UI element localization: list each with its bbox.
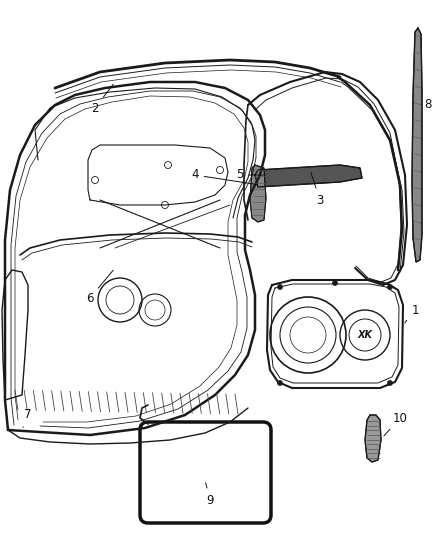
Text: XK: XK [357, 330, 372, 340]
Polygon shape [255, 165, 362, 187]
Circle shape [388, 381, 392, 385]
Polygon shape [250, 165, 266, 222]
Text: 7: 7 [23, 408, 32, 427]
Text: 1: 1 [405, 303, 419, 323]
Text: 10: 10 [384, 411, 407, 436]
Text: 3: 3 [311, 173, 324, 206]
Circle shape [278, 285, 283, 289]
Circle shape [388, 285, 392, 289]
Text: 9: 9 [206, 483, 214, 506]
Circle shape [278, 381, 283, 385]
Circle shape [332, 280, 338, 286]
Text: 5: 5 [237, 168, 265, 182]
Text: 8: 8 [421, 92, 432, 111]
Text: 2: 2 [91, 84, 113, 115]
Polygon shape [365, 415, 381, 462]
Text: 6: 6 [86, 270, 113, 304]
Polygon shape [412, 28, 422, 262]
Text: 4: 4 [191, 168, 257, 184]
